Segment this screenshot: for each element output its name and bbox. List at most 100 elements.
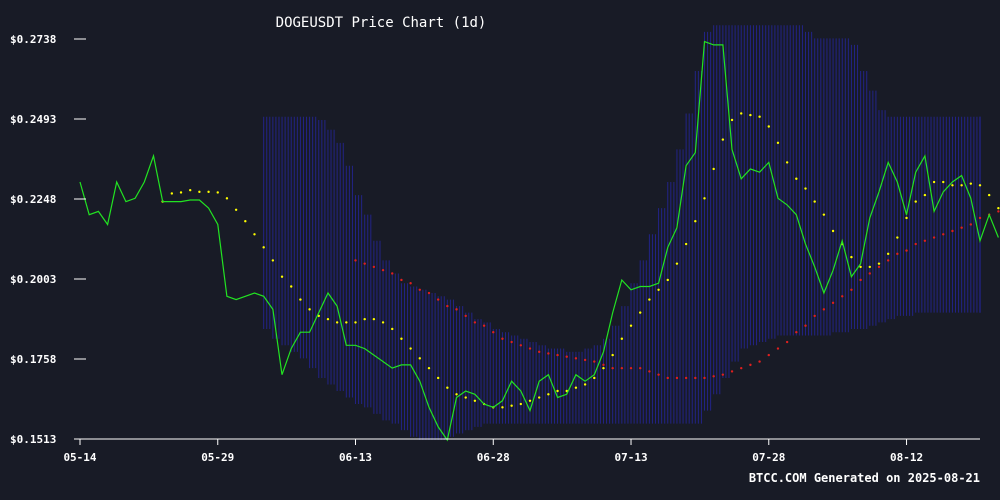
- long-ma-point: [969, 223, 973, 226]
- long-ma-point: [785, 340, 789, 344]
- short-ma-point: [170, 192, 174, 195]
- short-ma-point: [675, 262, 679, 265]
- short-ma-point: [225, 197, 229, 200]
- long-ma-point: [694, 376, 697, 380]
- long-ma-point: [436, 298, 440, 301]
- short-ma-point: [593, 376, 596, 380]
- long-ma-point: [501, 337, 504, 340]
- short-ma-point: [758, 115, 761, 118]
- y-tick-label: $0.1758: [10, 353, 56, 366]
- short-ma-point: [740, 112, 743, 115]
- short-ma-point: [602, 366, 605, 370]
- short-ma-point: [326, 317, 330, 321]
- long-ma-point: [528, 347, 532, 350]
- short-ma-point: [730, 118, 734, 122]
- long-ma-point: [721, 373, 725, 376]
- short-ma-point: [886, 252, 890, 256]
- short-ma-point: [308, 308, 311, 311]
- short-ma-point: [583, 383, 587, 386]
- short-ma-point: [648, 298, 651, 301]
- long-ma-point: [620, 366, 624, 370]
- short-ma-point: [639, 311, 642, 314]
- long-ma-point: [639, 366, 642, 370]
- short-ma-point: [666, 278, 669, 282]
- short-ma-point: [207, 190, 210, 194]
- short-ma-point: [335, 321, 339, 324]
- short-ma-point: [519, 402, 523, 406]
- x-tick-label: 05-14: [63, 451, 96, 464]
- long-ma-point: [841, 295, 844, 298]
- long-ma-point: [997, 210, 1000, 213]
- short-ma-point: [831, 229, 835, 233]
- long-ma-point: [822, 308, 826, 311]
- chart-title: DOGEUSDT Price Chart (1d): [276, 15, 487, 31]
- short-ma-point: [822, 213, 826, 216]
- short-ma-point: [216, 191, 219, 194]
- long-ma-point: [510, 340, 513, 344]
- long-ma-point: [391, 272, 394, 275]
- short-ma-point: [464, 396, 467, 399]
- short-ma-point: [363, 317, 366, 321]
- long-ma-point: [574, 357, 578, 360]
- short-ma-point: [868, 265, 871, 269]
- short-ma-point: [951, 184, 954, 187]
- short-ma-point: [537, 396, 541, 399]
- long-ma-point: [740, 366, 743, 370]
- short-ma-point: [189, 188, 192, 192]
- long-ma-point: [767, 353, 770, 357]
- y-tick-label: $0.2493: [10, 113, 56, 126]
- short-ma-point: [859, 265, 862, 269]
- long-ma-point: [519, 344, 523, 347]
- long-ma-point: [932, 236, 936, 239]
- short-ma-point: [813, 200, 816, 203]
- long-ma-point: [427, 291, 431, 295]
- short-ma-point: [253, 233, 256, 236]
- short-ma-point: [923, 193, 927, 197]
- long-ma-point: [547, 352, 550, 355]
- long-ma-point: [593, 360, 596, 363]
- long-ma-point: [492, 331, 495, 334]
- short-ma-point: [436, 376, 440, 380]
- short-ma-point: [391, 327, 394, 331]
- long-ma-point: [703, 376, 706, 380]
- short-ma-point: [280, 275, 284, 278]
- short-ma-point: [960, 184, 963, 187]
- short-ma-point: [721, 138, 725, 141]
- x-tick-label: 05-29: [201, 451, 234, 464]
- x-tick-label: 06-13: [339, 451, 372, 464]
- long-ma-point: [795, 331, 798, 334]
- long-ma-point: [400, 278, 403, 282]
- x-tick-label: 08-12: [890, 451, 923, 464]
- x-tick-label: 06-28: [477, 451, 510, 464]
- short-ma-point: [547, 393, 550, 396]
- footer-text: BTCC.COM Generated on 2025-08-21: [749, 471, 980, 485]
- short-ma-point: [611, 353, 614, 357]
- short-ma-point: [684, 242, 688, 246]
- long-ma-point: [868, 272, 871, 275]
- long-ma-point: [372, 265, 376, 269]
- short-ma-point: [400, 337, 403, 340]
- long-ma-point: [923, 239, 927, 242]
- y-tick-label: $0.2248: [10, 193, 56, 206]
- short-ma-point: [694, 220, 697, 223]
- long-ma-point: [666, 376, 669, 380]
- long-ma-point: [381, 268, 385, 272]
- short-ma-point: [795, 177, 798, 180]
- long-ma-point: [418, 288, 421, 291]
- long-ma-point: [749, 363, 752, 367]
- long-ma-point: [804, 324, 807, 327]
- short-ma-point: [942, 180, 945, 184]
- short-ma-point: [749, 113, 752, 117]
- short-ma-point: [510, 404, 513, 407]
- long-ma-point: [730, 370, 734, 373]
- short-ma-point: [372, 317, 376, 321]
- long-ma-point: [611, 366, 614, 370]
- long-ma-point: [464, 314, 467, 318]
- band-layer: [263, 25, 981, 440]
- short-ma-point: [914, 200, 917, 203]
- short-ma-point: [877, 262, 881, 265]
- short-ma-point: [969, 182, 973, 185]
- short-ma-point: [299, 298, 302, 301]
- short-ma-point: [381, 321, 385, 324]
- short-ma-point: [657, 288, 660, 291]
